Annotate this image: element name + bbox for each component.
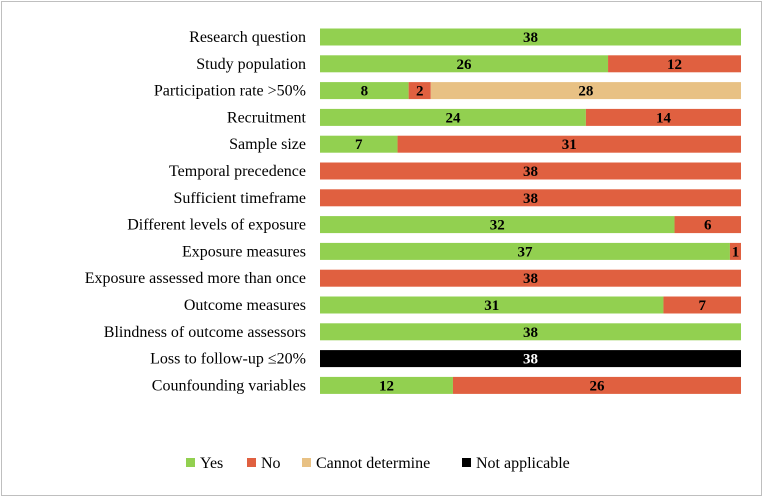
bar-outcome-measures-yes <box>320 296 664 314</box>
legend-label-yes: Yes <box>200 455 223 472</box>
value-label-exposure-measures-no: 1 <box>732 244 740 260</box>
value-label-participation-rate-50-cannot-determine: 28 <box>578 84 593 100</box>
category-label-recruitment: Recruitment <box>227 109 307 126</box>
legend-label-no: No <box>261 455 281 472</box>
bar-sufficient-timeframe-no <box>320 189 741 207</box>
category-label-exposure-measures: Exposure measures <box>182 243 306 260</box>
stacked-bar-chart: Research question Study population Partici… <box>85 28 741 472</box>
category-label-temporal-precedence: Temporal precedence <box>169 163 306 180</box>
bar-participation-rate-50-cannot-determine <box>430 82 741 100</box>
value-label-sample-size-yes: 7 <box>355 137 363 153</box>
category-label-sample-size: Sample size <box>229 136 306 153</box>
value-label-different-levels-of-exposure-yes: 32 <box>490 218 505 234</box>
bar-study-population-no <box>608 55 741 73</box>
bar-blindness-of-outcome-assessors-yes <box>320 323 741 341</box>
bar-different-levels-of-exposure-no <box>674 216 741 234</box>
value-label-recruitment-no: 14 <box>656 110 672 126</box>
bar-loss-to-follow-up-20-not-applicable <box>320 350 741 368</box>
legend: Yes No Cannot determine Not applicable <box>186 455 570 472</box>
category-label-loss-to-follow-up-20: Loss to follow-up ≤20% <box>150 351 306 368</box>
bar-recruitment-yes <box>320 108 586 126</box>
value-label-outcome-measures-yes: 31 <box>484 298 499 314</box>
category-label-exposure-assessed-more-than-once: Exposure assessed more than once <box>85 270 306 287</box>
bar-exposure-measures-yes <box>320 242 730 260</box>
bar-counfounding-variables-yes <box>320 376 453 394</box>
value-label-blindness-of-outcome-assessors-yes: 38 <box>523 325 538 341</box>
value-label-study-population-no: 12 <box>667 57 682 73</box>
value-label-sufficient-timeframe-no: 38 <box>523 191 538 207</box>
bar-counfounding-variables-no <box>452 376 741 394</box>
value-label-participation-rate-50-no: 2 <box>416 84 424 100</box>
value-label-exposure-assessed-more-than-once-no: 38 <box>523 271 538 287</box>
bar-outcome-measures-no <box>663 296 741 314</box>
value-label-exposure-measures-yes: 37 <box>517 244 533 260</box>
value-label-temporal-precedence-no: 38 <box>523 164 538 180</box>
category-label-outcome-measures: Outcome measures <box>184 297 306 314</box>
legend-swatch-cannot-determine <box>302 458 311 467</box>
legend-swatch-yes <box>186 458 195 467</box>
category-label-different-levels-of-exposure: Different levels of exposure <box>127 217 306 234</box>
bar-participation-rate-50-yes <box>320 82 409 100</box>
bar-sample-size-no <box>397 135 741 153</box>
category-label-participation-rate-50: Participation rate >50% <box>154 83 306 100</box>
value-label-different-levels-of-exposure-no: 6 <box>704 218 712 234</box>
category-label-sufficient-timeframe: Sufficient timeframe <box>173 190 306 207</box>
category-label-research-question: Research question <box>189 29 306 46</box>
value-label-counfounding-variables-no: 26 <box>589 378 605 394</box>
category-label-counfounding-variables: Counfounding variables <box>152 377 306 394</box>
legend-label-not-applicable: Not applicable <box>476 455 570 472</box>
legend-swatch-not-applicable <box>462 458 471 467</box>
value-label-sample-size-no: 31 <box>562 137 577 153</box>
bar-sample-size-yes <box>320 135 398 153</box>
legend-swatch-no <box>247 458 256 467</box>
value-label-study-population-yes: 26 <box>457 57 473 73</box>
value-label-loss-to-follow-up-20-not-applicable: 38 <box>523 352 538 368</box>
bar-recruitment-no <box>585 108 741 126</box>
bar-participation-rate-50-no <box>408 82 431 100</box>
value-label-recruitment-yes: 24 <box>445 110 461 126</box>
bar-temporal-precedence-no <box>320 162 741 180</box>
legend-label-cannot-determine: Cannot determine <box>316 455 430 472</box>
category-label-study-population: Study population <box>196 56 306 73</box>
bars <box>320 28 741 394</box>
value-labels: 38 26 12 8 2 28 24 14 7 31 38 38 32 6 37 1 38 31 7 38 38 12 26 <box>355 30 739 394</box>
value-label-participation-rate-50-yes: 8 <box>361 84 369 100</box>
bar-exposure-measures-no <box>729 242 741 260</box>
value-label-counfounding-variables-yes: 12 <box>379 378 394 394</box>
value-label-outcome-measures-no: 7 <box>698 298 706 314</box>
category-label-blindness-of-outcome-assessors: Blindness of outcome assessors <box>104 324 306 341</box>
category-labels: Research question Study population Partici… <box>85 29 307 394</box>
bar-research-question-yes <box>320 28 741 46</box>
bar-exposure-assessed-more-than-once-no <box>320 269 741 287</box>
value-label-research-question-yes: 38 <box>523 30 538 46</box>
bar-different-levels-of-exposure-yes <box>320 216 675 234</box>
bar-study-population-yes <box>320 55 609 73</box>
